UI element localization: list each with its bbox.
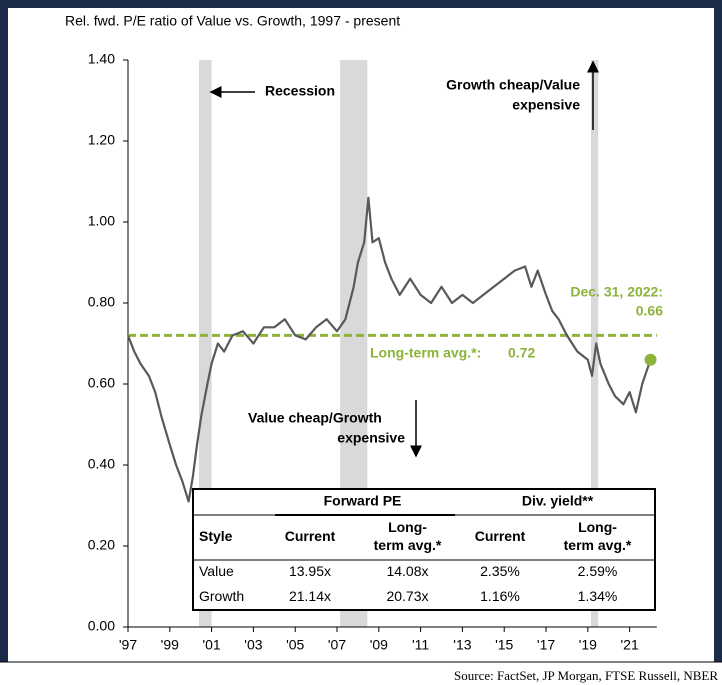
right-border bbox=[714, 0, 722, 662]
annotation: Growth cheap/Value bbox=[446, 77, 580, 93]
y-tick-label: 0.20 bbox=[88, 537, 115, 553]
y-tick-label: 0.80 bbox=[88, 294, 115, 310]
average-value: 0.72 bbox=[508, 345, 535, 361]
average-label: Long-term avg.*: bbox=[370, 345, 481, 361]
table-column-header: Long- bbox=[388, 519, 427, 535]
top-border bbox=[0, 0, 722, 8]
x-tick-label: '07 bbox=[328, 637, 346, 653]
x-tick-label: '01 bbox=[202, 637, 220, 653]
y-tick-label: 1.40 bbox=[88, 51, 115, 67]
table-cell: 1.34% bbox=[578, 588, 618, 604]
annotation: expensive bbox=[337, 430, 405, 446]
table-column-header: term avg.* bbox=[564, 537, 632, 553]
x-tick-label: '17 bbox=[537, 637, 555, 653]
table-cell: 14.08x bbox=[386, 563, 428, 579]
table-column-header: Current bbox=[285, 528, 336, 544]
recession-band bbox=[590, 60, 599, 627]
x-tick-label: '09 bbox=[370, 637, 388, 653]
table-column-header: Current bbox=[475, 528, 526, 544]
table-cell: 21.14x bbox=[289, 588, 331, 604]
table-column-header: term avg.* bbox=[374, 537, 442, 553]
x-tick-label: '21 bbox=[621, 637, 639, 653]
table-cell: Growth bbox=[199, 588, 244, 604]
recession-band bbox=[199, 60, 212, 627]
data-table: Forward PE Div. yield** Style Current Long-t… bbox=[192, 488, 656, 611]
x-tick-label: '11 bbox=[412, 637, 429, 653]
table-group-header: Div. yield** bbox=[522, 493, 594, 509]
x-tick-label: '05 bbox=[286, 637, 304, 653]
y-tick-label: 1.00 bbox=[88, 213, 115, 229]
y-tick-label: 0.40 bbox=[88, 456, 115, 472]
x-tick-label: '19 bbox=[579, 637, 597, 653]
y-tick-label: 1.20 bbox=[88, 132, 115, 148]
annotation: Value cheap/Growth bbox=[248, 410, 382, 426]
annotation: expensive bbox=[512, 97, 580, 113]
table-cell: 2.35% bbox=[480, 563, 520, 579]
table-cell: 20.73x bbox=[386, 588, 428, 604]
table-cell: 2.59% bbox=[578, 563, 618, 579]
chart-title: Rel. fwd. P/E ratio of Value vs. Growth,… bbox=[65, 13, 400, 29]
y-tick-label: 0.00 bbox=[88, 618, 115, 634]
series-line bbox=[126, 196, 652, 503]
end-value: 0.66 bbox=[636, 303, 663, 319]
table-column-header: Style bbox=[199, 528, 233, 544]
x-tick-label: '03 bbox=[244, 637, 262, 653]
left-border bbox=[0, 0, 8, 662]
table-column-header: Long- bbox=[578, 519, 617, 535]
table-cell: Value bbox=[199, 563, 234, 579]
x-tick-label: '13 bbox=[453, 637, 471, 653]
x-tick-label: '97 bbox=[119, 637, 137, 653]
x-tick-label: '15 bbox=[495, 637, 513, 653]
table-cell: 13.95x bbox=[289, 563, 331, 579]
end-label: Dec. 31, 2022: bbox=[570, 284, 663, 300]
source: Source: FactSet, JP Morgan, FTSE Russell… bbox=[454, 668, 718, 683]
table-box bbox=[192, 488, 656, 611]
x-tick-label: '99 bbox=[161, 637, 179, 653]
y-tick-label: 0.60 bbox=[88, 375, 115, 391]
table-cell: 1.16% bbox=[480, 588, 520, 604]
recession-label: Recession bbox=[265, 83, 335, 99]
end-point bbox=[644, 353, 657, 366]
table-group-header: Forward PE bbox=[324, 493, 402, 509]
